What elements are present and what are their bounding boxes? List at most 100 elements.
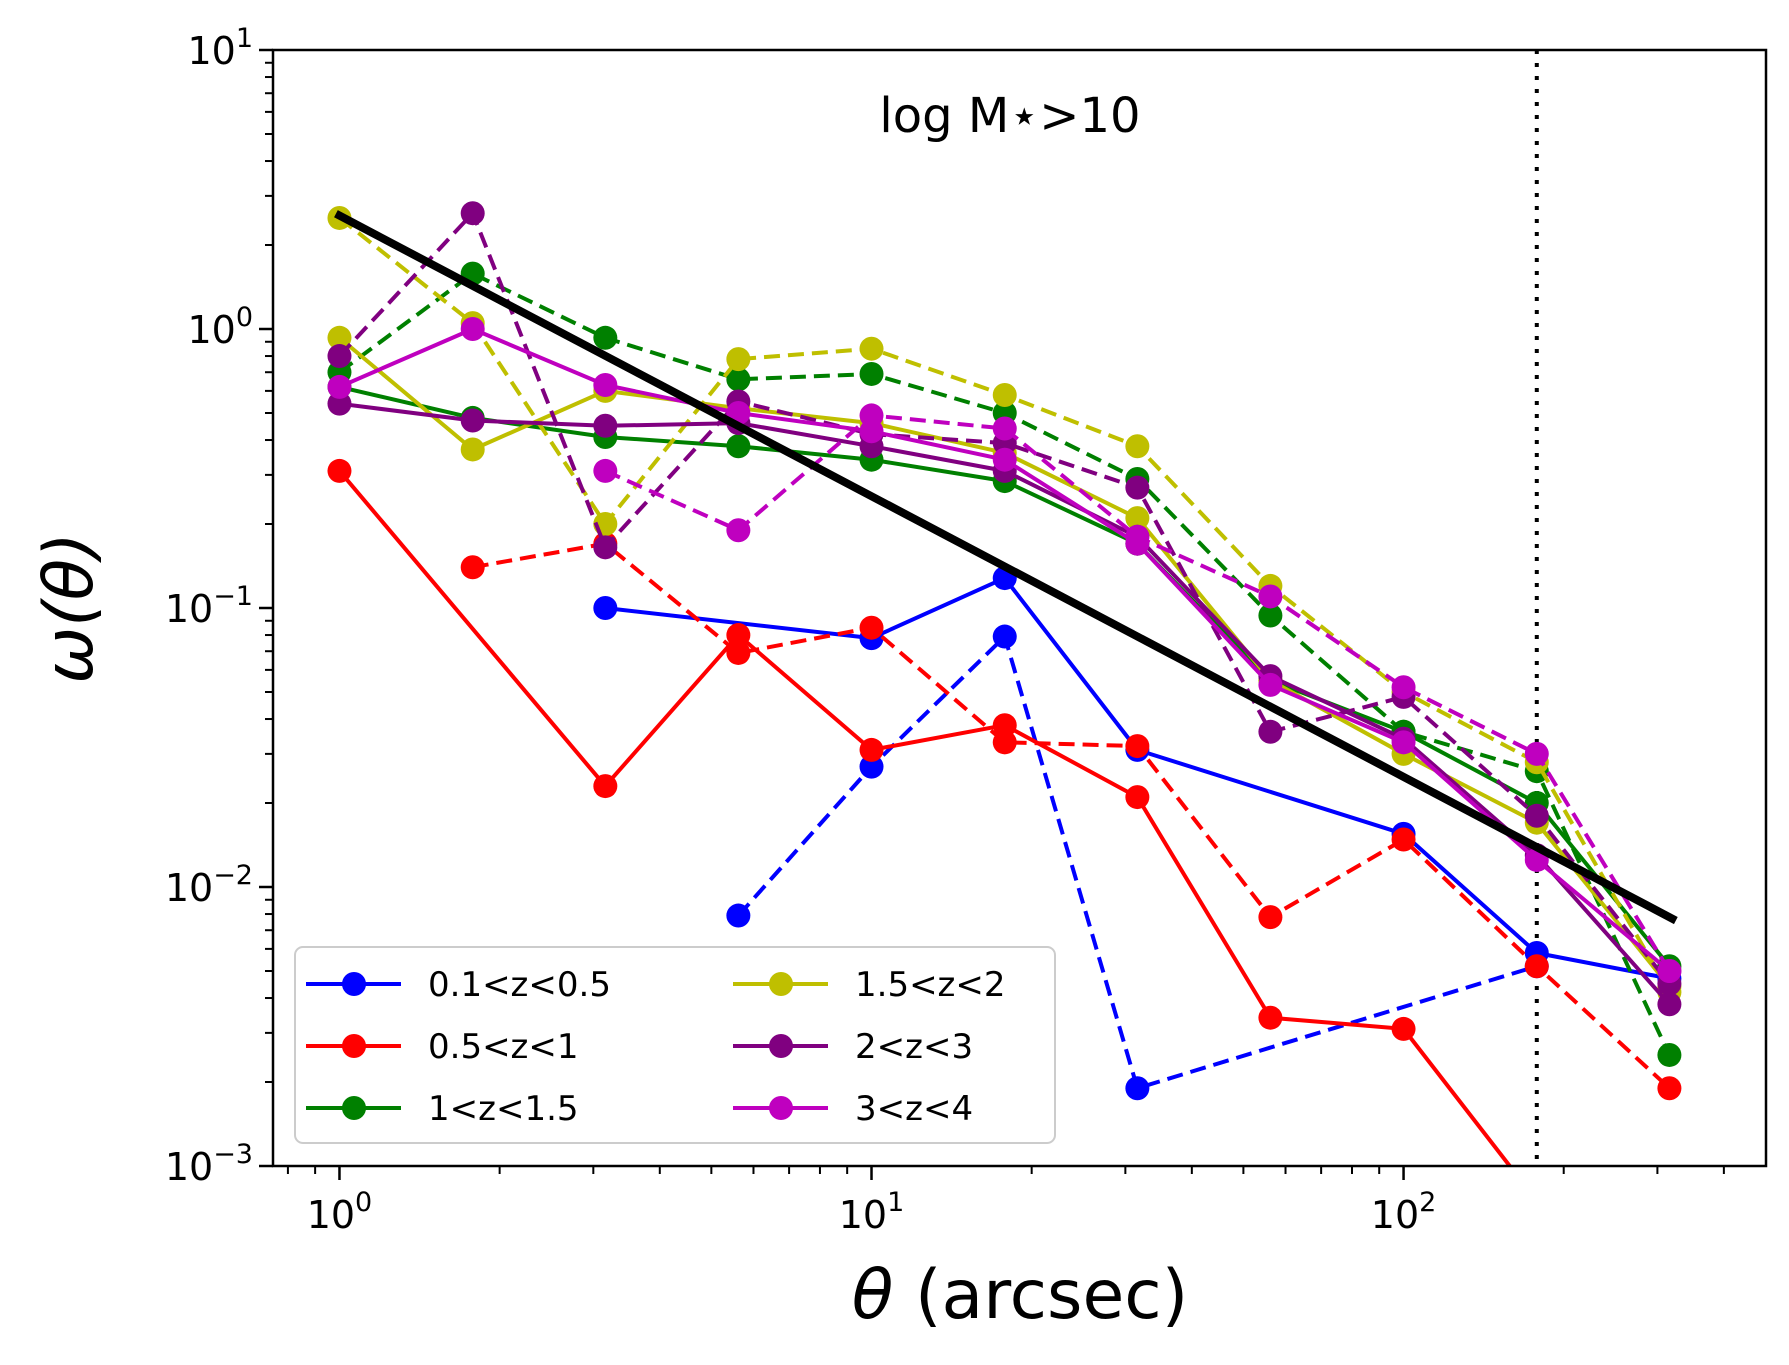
data-point	[460, 317, 485, 341]
legend-item: 1.5<z<2	[733, 965, 1006, 1005]
data-point	[726, 623, 751, 648]
series-line	[339, 401, 1671, 1006]
legend-marker	[342, 972, 366, 996]
data-point	[726, 640, 751, 665]
data-point	[1258, 584, 1283, 609]
data-point	[859, 615, 884, 640]
legend-item: 3<z<4	[733, 1089, 973, 1129]
legend-marker	[769, 1096, 793, 1120]
data-point	[460, 408, 485, 433]
data-point	[1391, 675, 1416, 700]
legend-item: 2<z<3	[733, 1027, 973, 1067]
x-axis-title: θ (arcsec)	[852, 1256, 1188, 1335]
data-point	[327, 325, 352, 350]
data-point	[460, 555, 485, 580]
legend-marker	[769, 1034, 793, 1058]
data-point	[1524, 741, 1549, 766]
data-point	[859, 754, 884, 779]
y-tick-label: 100	[187, 302, 253, 352]
data-point	[593, 325, 618, 350]
data-point	[726, 434, 751, 459]
data-point	[859, 361, 884, 386]
data-point	[992, 416, 1017, 441]
legend-item: 0.5<z<1	[306, 1027, 579, 1067]
series-7-dashed	[327, 205, 1682, 1005]
data-point	[1657, 1076, 1682, 1101]
data-point	[992, 624, 1017, 649]
data-point	[1391, 730, 1416, 755]
data-point	[327, 458, 352, 483]
data-point	[1391, 1016, 1416, 1041]
y-minor-ticks	[265, 61, 273, 1084]
series-5-dashed	[327, 261, 1682, 1067]
data-point	[460, 437, 485, 462]
data-point	[327, 374, 352, 399]
legend: 0.1<z<0.5 0.5<z<1 1<z<1.5 1.5<z<2 2<z<3 3<z<4	[294, 946, 1056, 1144]
data-point	[593, 596, 618, 620]
legend-marker	[342, 1034, 366, 1058]
data-point	[1657, 1042, 1682, 1067]
data-point	[859, 336, 884, 361]
series-line	[472, 541, 1671, 1090]
y-axis: 10−3 10−2 10−1 100 101	[165, 23, 273, 1189]
y-tick-label: 101	[187, 23, 253, 73]
data-point	[992, 383, 1017, 408]
annotation-text: log M⋆>10	[879, 88, 1140, 144]
legend-item: 1<z<1.5	[306, 1089, 579, 1129]
data-point	[327, 391, 352, 416]
data-point	[1524, 803, 1549, 828]
data-point	[1391, 827, 1416, 852]
legend-marker	[769, 972, 793, 996]
data-point	[726, 903, 751, 928]
plot-frame	[271, 48, 1768, 1168]
data-point	[1125, 475, 1150, 500]
data-point	[726, 347, 751, 372]
legend-marker	[342, 1096, 366, 1120]
x-minor-ticks	[286, 1166, 1725, 1174]
data-point	[1258, 672, 1283, 697]
data-point	[992, 713, 1017, 738]
data-point	[1125, 524, 1150, 549]
data-point	[1524, 954, 1549, 979]
legend-item: 0.1<z<0.5	[306, 965, 611, 1005]
series-0-solid	[593, 566, 1682, 991]
series-2-solid	[327, 458, 1549, 1213]
data-point	[1125, 434, 1150, 459]
data-point	[1125, 734, 1150, 759]
legend-label: 1.5<z<2	[855, 965, 1006, 1005]
data-point	[1258, 1005, 1283, 1030]
y-tick-label: 10−2	[165, 860, 253, 910]
data-point	[726, 518, 751, 543]
series-line	[338, 216, 1672, 994]
data-point	[1525, 1189, 1549, 1213]
data-point	[859, 403, 884, 428]
x-axis: 100 101 102	[307, 1166, 1437, 1237]
y-tick-label: 10−1	[165, 581, 253, 631]
x-tick-label: 101	[839, 1187, 905, 1237]
data-point	[593, 372, 618, 397]
data-point	[1125, 506, 1150, 531]
data-point	[992, 730, 1017, 755]
y-tick-label: 10−3	[165, 1139, 253, 1189]
data-point	[1258, 719, 1283, 744]
legend-label: 2<z<3	[855, 1027, 973, 1067]
data-point	[1258, 905, 1283, 930]
data-point	[1258, 603, 1283, 628]
y-axis-title: ω(θ)	[30, 532, 109, 684]
power-law-fit-line	[334, 210, 1678, 925]
data-point	[1657, 958, 1682, 983]
data-point	[1657, 992, 1682, 1017]
data-point	[593, 413, 618, 438]
legend-label: 0.1<z<0.5	[428, 965, 611, 1005]
data-point	[460, 201, 485, 226]
data-point	[593, 458, 618, 483]
data-point	[593, 535, 618, 560]
legend-label: 1<z<1.5	[428, 1089, 579, 1129]
data-point	[1125, 1076, 1150, 1101]
legend-label: 0.5<z<1	[428, 1027, 579, 1067]
x-tick-label: 102	[1371, 1187, 1437, 1237]
data-point	[593, 774, 618, 799]
data-point	[327, 344, 352, 369]
series-layer	[327, 201, 1682, 1213]
